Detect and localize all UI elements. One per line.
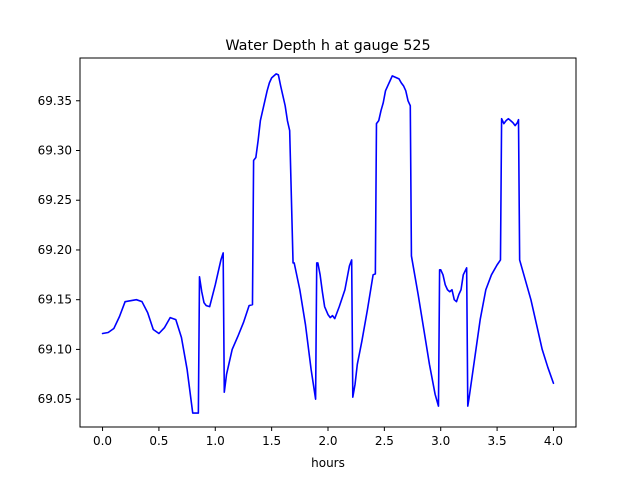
y-tick-label: 69.15 [38,293,72,307]
y-tick-label: 69.20 [38,243,72,257]
x-tick-label: 3.5 [488,434,507,448]
y-tick-label: 69.35 [38,94,72,108]
y-axis: 69.05 69.10 69.15 69.20 69.25 69.30 69.35 [38,94,80,406]
y-tick-label: 69.25 [38,193,72,207]
y-tick-label: 69.10 [38,342,72,356]
x-tick-label: 1.0 [206,434,225,448]
x-tick-label: 4.0 [544,434,563,448]
x-tick-label: 1.5 [262,434,281,448]
axes-frame [79,57,577,428]
y-tick-label: 69.05 [38,392,72,406]
x-axis: 0.0 0.5 1.0 1.5 2.0 2.5 3.0 3.5 4.0 [93,427,563,448]
chart-title: Water Depth h at gauge 525 [225,38,430,54]
plot-area [101,73,555,414]
y-tick-label: 69.30 [38,143,72,157]
series-line-0 [101,73,555,414]
x-tick-label: 2.0 [318,434,337,448]
x-axis-label: hours [311,456,345,470]
x-tick-label: 2.5 [375,434,394,448]
x-tick-label: 3.0 [431,434,450,448]
x-tick-label: 0.0 [93,434,112,448]
x-tick-label: 0.5 [149,434,168,448]
